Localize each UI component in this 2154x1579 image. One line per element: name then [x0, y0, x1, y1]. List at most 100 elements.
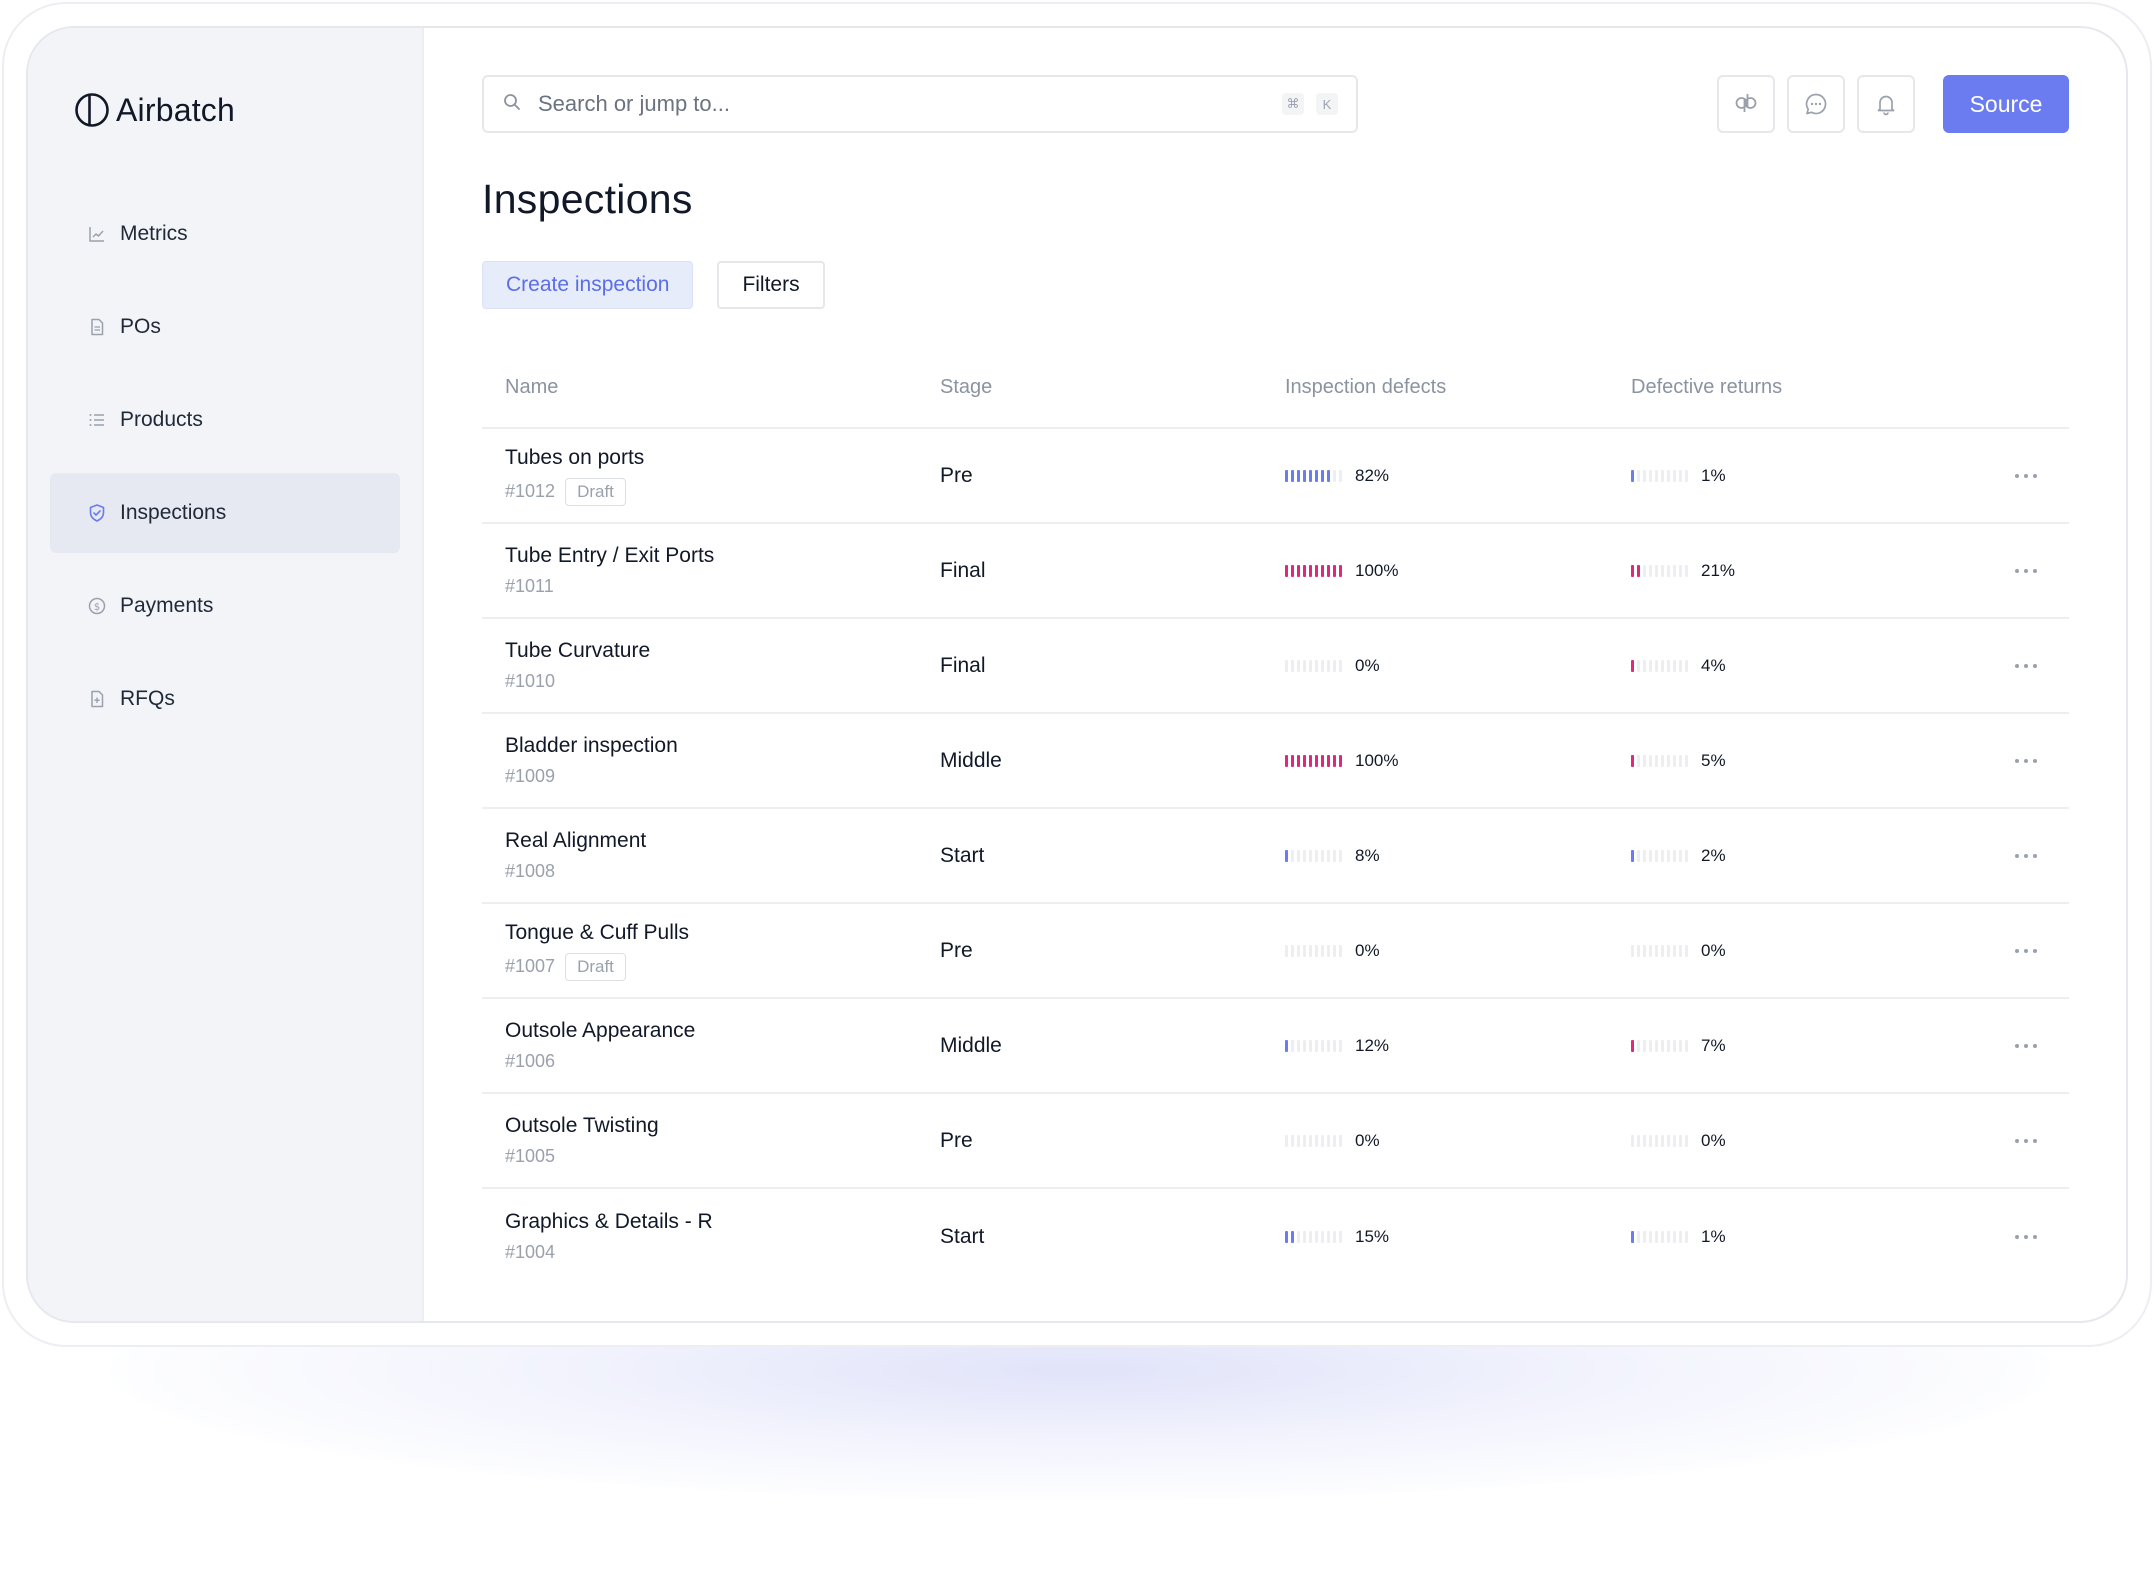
defective-returns-meter: 5% — [1631, 751, 1977, 771]
inspection-defects-meter-bar — [1285, 754, 1347, 767]
status-badge: Draft — [565, 952, 626, 981]
cell-name: Tongue & Cuff Pulls #1007 Draft — [482, 921, 940, 981]
table-row[interactable]: Tongue & Cuff Pulls #1007 Draft Pre 0% 0% — [482, 904, 2069, 999]
more-options-icon[interactable] — [2012, 853, 2039, 858]
cell-inspection-defects: 0% — [1285, 656, 1631, 676]
sidebar-item-inspections[interactable]: Inspections — [50, 473, 400, 553]
column-header-name[interactable]: Name — [505, 375, 559, 398]
sidebar-item-label: POs — [120, 315, 161, 338]
topbar: ⌘ K — [482, 74, 2069, 134]
shortcut-k-key: K — [1316, 93, 1338, 115]
cell-actions — [1977, 948, 2069, 953]
defective-returns-meter: 1% — [1631, 466, 1977, 486]
more-options-icon[interactable] — [2012, 1234, 2039, 1239]
quickbooks-button[interactable] — [1717, 75, 1775, 133]
cell-stage: Middle — [940, 748, 1002, 772]
more-options-icon[interactable] — [2012, 1138, 2039, 1143]
column-header-stage[interactable]: Stage — [940, 375, 993, 398]
column-header-inspection-defects[interactable]: Inspection defects — [1285, 375, 1447, 398]
table-row[interactable]: Graphics & Details - R #1004 Start 15% 1% — [482, 1189, 2069, 1284]
sidebar-item-label: Inspections — [120, 501, 227, 524]
cell-stage: Pre — [940, 463, 973, 487]
inspection-defects-meter-bar — [1285, 1134, 1347, 1147]
defective-returns-meter: 4% — [1631, 656, 1977, 676]
svg-text:$: $ — [94, 602, 100, 613]
more-options-icon[interactable] — [2012, 663, 2039, 668]
defective-returns-meter: 21% — [1631, 561, 1977, 581]
inspection-name[interactable]: Tube Entry / Exit Ports — [505, 544, 715, 567]
inspection-defects-meter-bar — [1285, 469, 1347, 482]
inspection-defects-meter-bar — [1285, 659, 1347, 672]
cell-stage: Start — [940, 843, 985, 867]
inspection-defects-meter: 100% — [1285, 561, 1631, 581]
sidebar-item-pos[interactable]: POs — [50, 287, 400, 367]
cell-name: Tube Curvature #1010 — [482, 639, 940, 692]
logo[interactable]: Airbatch — [50, 86, 400, 134]
more-options-icon[interactable] — [2012, 473, 2039, 478]
chat-icon — [1805, 93, 1827, 115]
quickbooks-icon — [1735, 94, 1757, 112]
cell-inspection-defects: 12% — [1285, 1036, 1631, 1056]
search-bar[interactable]: ⌘ K — [482, 75, 1358, 133]
table-row[interactable]: Real Alignment #1008 Start 8% 2% — [482, 809, 2069, 904]
sidebar-item-rfqs[interactable]: RFQs — [50, 659, 400, 739]
more-options-icon[interactable] — [2012, 948, 2039, 953]
defective-returns-meter-percent: 1% — [1701, 465, 1726, 485]
table-row[interactable]: Tube Entry / Exit Ports #1011 Final 100% 21% — [482, 524, 2069, 619]
sidebar-item-metrics[interactable]: Metrics — [50, 194, 400, 274]
inspection-name[interactable]: Bladder inspection — [505, 734, 678, 757]
source-button[interactable]: Source — [1943, 75, 2069, 133]
sidebar-item-products[interactable]: Products — [50, 380, 400, 460]
inspection-meta: #1006 — [505, 1051, 940, 1072]
page-actions: Create inspection Filters — [482, 261, 2069, 309]
sidebar-item-payments[interactable]: $ Payments — [50, 566, 400, 646]
inspection-name[interactable]: Graphics & Details - R — [505, 1210, 713, 1233]
cell-actions — [1977, 663, 2069, 668]
sidebar-item-label: Metrics — [120, 222, 188, 245]
inspection-defects-meter-bar — [1285, 1039, 1347, 1052]
inspection-meta: #1012 Draft — [505, 477, 940, 506]
inspection-meta: #1011 — [505, 576, 940, 597]
defective-returns-meter-percent: 1% — [1701, 1226, 1726, 1246]
inspection-defects-meter-bar — [1285, 564, 1347, 577]
defective-returns-meter: 7% — [1631, 1036, 1977, 1056]
inspection-defects-meter: 15% — [1285, 1227, 1631, 1247]
cell-inspection-defects: 100% — [1285, 561, 1631, 581]
more-options-icon[interactable] — [2012, 1043, 2039, 1048]
inspection-name[interactable]: Tube Curvature — [505, 639, 651, 662]
inspection-id: #1011 — [505, 576, 554, 596]
inspection-name[interactable]: Real Alignment — [505, 829, 647, 852]
cell-defective-returns: 1% — [1631, 466, 1977, 486]
cell-inspection-defects: 15% — [1285, 1227, 1631, 1247]
inspection-name[interactable]: Outsole Appearance — [505, 1019, 696, 1042]
inspection-name[interactable]: Outsole Twisting — [505, 1114, 659, 1137]
defective-returns-meter-bar — [1631, 849, 1693, 862]
inspection-defects-meter-percent: 15% — [1355, 1226, 1390, 1246]
notifications-button[interactable] — [1857, 75, 1915, 133]
table-row[interactable]: Outsole Appearance #1006 Middle 12% 7% — [482, 999, 2069, 1094]
defective-returns-meter: 2% — [1631, 846, 1977, 866]
table-row[interactable]: Outsole Twisting #1005 Pre 0% 0% — [482, 1094, 2069, 1189]
chat-button[interactable] — [1787, 75, 1845, 133]
cell-actions — [1977, 1043, 2069, 1048]
cell-actions — [1977, 853, 2069, 858]
inspection-defects-meter: 12% — [1285, 1036, 1631, 1056]
column-header-defective-returns[interactable]: Defective returns — [1631, 375, 1783, 398]
more-options-icon[interactable] — [2012, 758, 2039, 763]
table-row[interactable]: Bladder inspection #1009 Middle 100% 5% — [482, 714, 2069, 809]
table-row[interactable]: Tube Curvature #1010 Final 0% 4% — [482, 619, 2069, 714]
inspection-name[interactable]: Tubes on ports — [505, 445, 645, 469]
inspection-name[interactable]: Tongue & Cuff Pulls — [505, 920, 690, 944]
defective-returns-meter-bar — [1631, 1134, 1693, 1147]
filters-button[interactable]: Filters — [717, 261, 825, 309]
cell-name: Bladder inspection #1009 — [482, 734, 940, 787]
chart-line-icon — [86, 223, 108, 245]
table-header: Name Stage Inspection defects Defective … — [482, 347, 2069, 429]
more-options-icon[interactable] — [2012, 568, 2039, 573]
search-input[interactable] — [538, 91, 1270, 117]
table-body: Tubes on ports #1012 Draft Pre 82% 1% Tube Ent… — [482, 429, 2069, 1284]
inspection-meta: #1009 — [505, 766, 940, 787]
create-inspection-button[interactable]: Create inspection — [482, 261, 694, 309]
defective-returns-meter-bar — [1631, 564, 1693, 577]
table-row[interactable]: Tubes on ports #1012 Draft Pre 82% 1% — [482, 429, 2069, 524]
